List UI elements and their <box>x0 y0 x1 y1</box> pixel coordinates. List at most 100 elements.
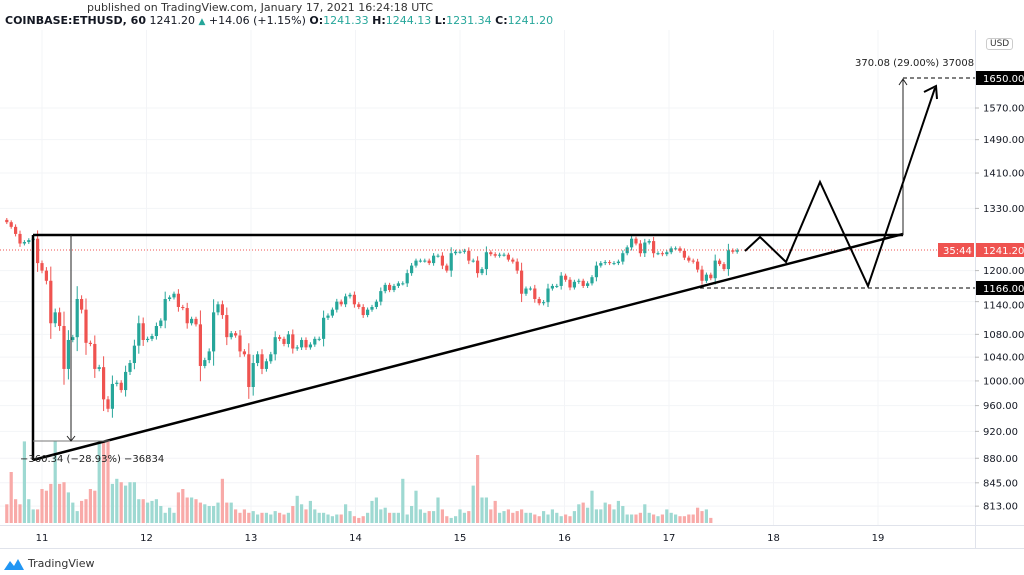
open-value: 1241.33 <box>323 14 369 27</box>
candle-body <box>484 252 488 270</box>
candle-body <box>603 262 607 264</box>
candle-body <box>71 337 75 340</box>
price-tick-label: 920.00 <box>983 427 1018 438</box>
volume-bar <box>159 506 163 523</box>
price-axis[interactable]: 1570.00 1490.00 1410.00 1330.00 1200.00 1140.… <box>975 104 1024 513</box>
candle-body <box>735 250 739 252</box>
tradingview-logo[interactable]: TradingView <box>4 557 94 570</box>
candle-body <box>234 333 238 336</box>
symbol-name[interactable]: COINBASE:ETHUSD, 60 <box>5 14 146 27</box>
candle-body <box>366 309 370 316</box>
projected-path[interactable] <box>744 87 936 289</box>
volume-bar <box>621 506 625 523</box>
candle-body <box>5 219 9 223</box>
price-tag-1650: 1650.00 <box>976 71 1024 85</box>
candle-body <box>656 253 660 255</box>
candle-body <box>9 222 13 227</box>
candle-body <box>586 283 590 286</box>
volume-bar <box>9 472 13 523</box>
candle-body <box>58 312 62 327</box>
volume-bar <box>515 511 519 523</box>
volume-bar <box>49 483 53 523</box>
currency-button[interactable]: USD <box>986 38 1014 50</box>
candle-body <box>506 254 510 260</box>
volume-bar <box>84 499 88 523</box>
price-tick-label: 813.00 <box>983 502 1018 513</box>
candle-body <box>278 337 282 339</box>
published-caption: published on TradingView.com, January 17… <box>86 1 434 14</box>
price-tick-label: 960.00 <box>983 401 1018 412</box>
candle-body <box>564 275 568 280</box>
volume-bar <box>234 509 238 523</box>
candle-body <box>542 302 546 304</box>
time-tick-label: 12 <box>140 533 153 544</box>
candle-body <box>700 269 704 281</box>
candle-body <box>27 240 31 243</box>
candle-body <box>260 354 264 369</box>
high-label: H: <box>372 14 386 27</box>
candle-body <box>119 382 123 391</box>
volume-bar <box>467 511 471 523</box>
volume-bar <box>66 492 70 523</box>
candle-body <box>726 250 730 270</box>
grid <box>0 30 975 525</box>
candle-body <box>493 254 497 256</box>
volume-bar <box>313 509 317 523</box>
candle-body <box>643 242 647 254</box>
volume-bar <box>322 512 326 523</box>
last-price-tag-text: 1241.20 <box>983 246 1024 257</box>
volume-bar <box>317 512 321 523</box>
volume-bar <box>335 514 339 523</box>
candle-body <box>432 255 436 264</box>
volume-bar <box>506 509 510 523</box>
volume-bar <box>251 511 255 523</box>
candle-body <box>110 383 114 409</box>
volume-bar <box>282 514 286 523</box>
volume-bar <box>172 512 176 523</box>
candle-body <box>577 280 581 282</box>
volume-bar <box>449 517 453 523</box>
candle-body <box>713 260 717 279</box>
candle-body <box>207 351 211 361</box>
candle-body <box>137 323 141 346</box>
time-axis[interactable]: 11 12 13 14 15 16 17 18 19 <box>36 533 885 544</box>
candle-body <box>379 291 383 302</box>
candle-body <box>36 238 40 264</box>
volume-bar <box>528 512 532 523</box>
volume-bar <box>652 514 656 523</box>
volume-bar <box>260 512 264 523</box>
volume-bar <box>454 516 458 523</box>
volume-bar <box>269 514 273 523</box>
volume-bar <box>660 514 664 523</box>
candle-body <box>132 345 136 364</box>
candle-body <box>722 264 726 270</box>
candle-body <box>388 284 392 291</box>
volume-bar <box>102 441 106 523</box>
volume-bar <box>581 502 585 523</box>
volume-bar <box>616 500 620 523</box>
candle-body <box>652 241 656 254</box>
candle-body <box>49 280 53 324</box>
candle-body <box>590 277 594 284</box>
time-tick-label: 14 <box>349 533 362 544</box>
candle-body <box>515 261 519 271</box>
volume-bar <box>110 483 114 523</box>
candle-body <box>357 304 361 307</box>
candle-body <box>682 250 686 258</box>
volume-bar <box>304 509 308 523</box>
candle-body <box>330 309 334 316</box>
price-tick-label: 1140.00 <box>983 301 1024 312</box>
time-tick-label: 18 <box>767 533 780 544</box>
volume-bar <box>612 509 616 523</box>
candle-body <box>559 275 563 286</box>
volume-bar <box>53 441 57 523</box>
arrow-head-icon <box>66 435 76 442</box>
ascending-support-line[interactable] <box>32 232 904 462</box>
drawings[interactable]: −360.34 (−28.93%) −36834 370.08 (29.00%)… <box>20 58 975 465</box>
volume-bar <box>278 512 282 523</box>
volume-bar <box>410 506 414 523</box>
candle-body <box>269 354 273 362</box>
candle-body <box>286 334 290 344</box>
volume-bar <box>374 497 378 523</box>
